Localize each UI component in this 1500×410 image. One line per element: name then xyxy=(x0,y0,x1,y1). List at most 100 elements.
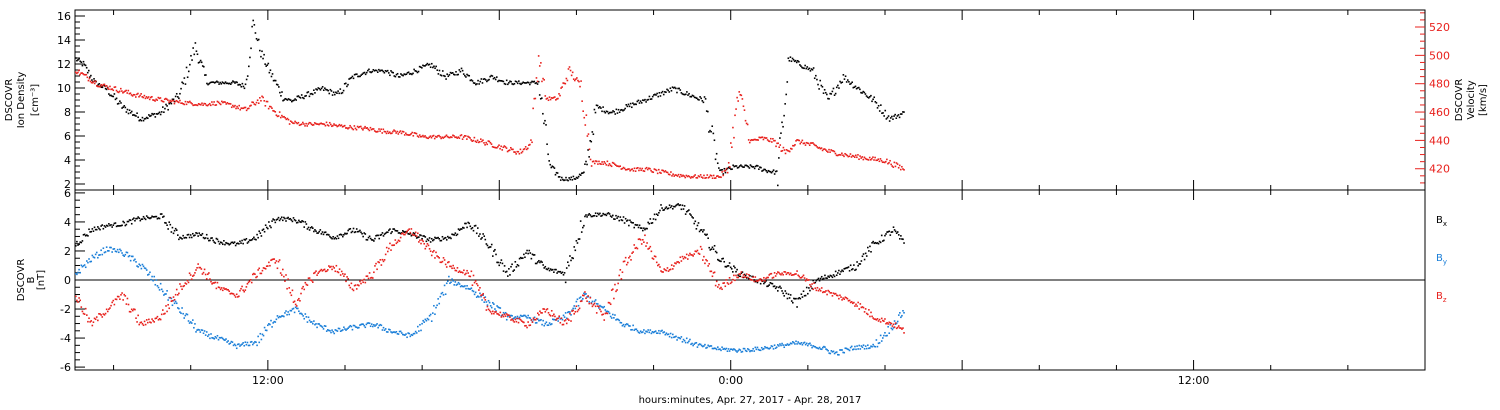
Bx-point xyxy=(126,220,129,223)
By-point xyxy=(199,331,202,333)
ion-density-point xyxy=(766,171,769,174)
By-point xyxy=(357,327,359,329)
Bx-point xyxy=(177,234,179,236)
velocity-point xyxy=(841,152,843,155)
ion-density-point xyxy=(242,85,245,88)
velocity-point xyxy=(320,122,322,125)
By-point xyxy=(168,296,171,299)
velocity-point xyxy=(239,108,242,111)
ion-density-point xyxy=(271,73,274,75)
Bx-point xyxy=(211,237,213,239)
By-point xyxy=(693,343,696,345)
ion-density-point xyxy=(283,99,285,101)
ion-density-point xyxy=(608,111,611,114)
By-point xyxy=(197,328,199,331)
Bx-point xyxy=(781,290,783,292)
Bx-point xyxy=(709,249,712,251)
ion-density-point xyxy=(532,81,534,83)
ion-density-point xyxy=(209,81,212,84)
By-point xyxy=(233,343,236,346)
Bx-point xyxy=(189,234,192,236)
By-point xyxy=(75,272,77,275)
Bx-point xyxy=(652,218,655,220)
By-point xyxy=(839,349,841,351)
Bz-point xyxy=(201,273,204,275)
By-point xyxy=(651,331,654,333)
velocity-point xyxy=(378,128,380,130)
top-right-ylabel-line3: [km/s] xyxy=(1478,84,1489,116)
Bx-point xyxy=(517,264,520,267)
velocity-point xyxy=(623,167,626,170)
Bz-point xyxy=(884,318,886,320)
velocity-point xyxy=(670,171,672,173)
By-point xyxy=(554,318,556,321)
velocity-point xyxy=(205,104,208,107)
Bx-point xyxy=(174,227,177,230)
Bx-point xyxy=(403,230,405,233)
Bx-point xyxy=(226,242,228,245)
By-point xyxy=(234,344,237,347)
By-point xyxy=(412,332,415,335)
velocity-point xyxy=(127,89,130,92)
velocity-point xyxy=(151,95,153,98)
velocity-point xyxy=(334,124,336,127)
velocity-point xyxy=(306,125,309,127)
velocity-point xyxy=(724,169,727,172)
Bx-point xyxy=(556,272,558,274)
velocity-point xyxy=(746,123,749,126)
ion-density-point xyxy=(870,94,872,97)
velocity-point xyxy=(171,99,174,102)
ion-density-point xyxy=(848,81,850,83)
By-point xyxy=(902,309,904,312)
Bx-point xyxy=(544,265,547,268)
velocity-point xyxy=(645,166,648,169)
Bz-point xyxy=(706,259,708,262)
Bx-point xyxy=(533,254,536,256)
ion-density-point xyxy=(403,73,406,75)
Bx-point xyxy=(886,231,888,233)
ion-density-point xyxy=(297,95,300,97)
Bx-point xyxy=(859,263,862,265)
By-point xyxy=(777,344,779,346)
Bz-point xyxy=(368,272,371,274)
ion-density-point xyxy=(250,47,252,50)
Bz-point xyxy=(145,319,148,321)
velocity-point xyxy=(820,147,823,149)
Bx-point xyxy=(230,241,233,244)
Bz-point xyxy=(860,306,863,309)
Bz-point xyxy=(545,308,548,311)
velocity-point xyxy=(880,159,883,162)
By-point xyxy=(314,323,316,326)
ion-density-point xyxy=(320,87,323,90)
velocity-point xyxy=(156,99,159,101)
Bx-point xyxy=(302,220,304,223)
Bz-point xyxy=(163,313,165,315)
ion-density-point xyxy=(666,88,668,91)
velocity-point xyxy=(792,144,794,147)
ion-density-point xyxy=(839,80,841,83)
ion-density-point xyxy=(237,84,239,86)
velocity-point xyxy=(609,164,612,167)
ion-density-point xyxy=(198,61,201,63)
By-point xyxy=(348,326,351,328)
By-point xyxy=(853,348,855,350)
Bz-point xyxy=(432,251,434,253)
Bz-point xyxy=(722,282,724,285)
Bz-point xyxy=(539,310,541,313)
ion-density-point xyxy=(120,102,122,104)
Bz-point xyxy=(252,273,254,276)
Bx-point xyxy=(720,260,722,263)
Bz-point xyxy=(155,317,158,319)
Bx-point xyxy=(350,231,353,234)
ion-density-point xyxy=(313,89,315,91)
By-point xyxy=(803,341,806,344)
Bx-point xyxy=(493,250,495,252)
Bx-point xyxy=(413,233,416,235)
Bz-point xyxy=(713,271,716,274)
Bx-point xyxy=(433,238,435,241)
By-point xyxy=(95,251,98,254)
ion-density-point xyxy=(876,107,879,109)
velocity-point xyxy=(165,97,167,100)
By-point xyxy=(447,280,449,282)
Bz-point xyxy=(421,239,423,241)
